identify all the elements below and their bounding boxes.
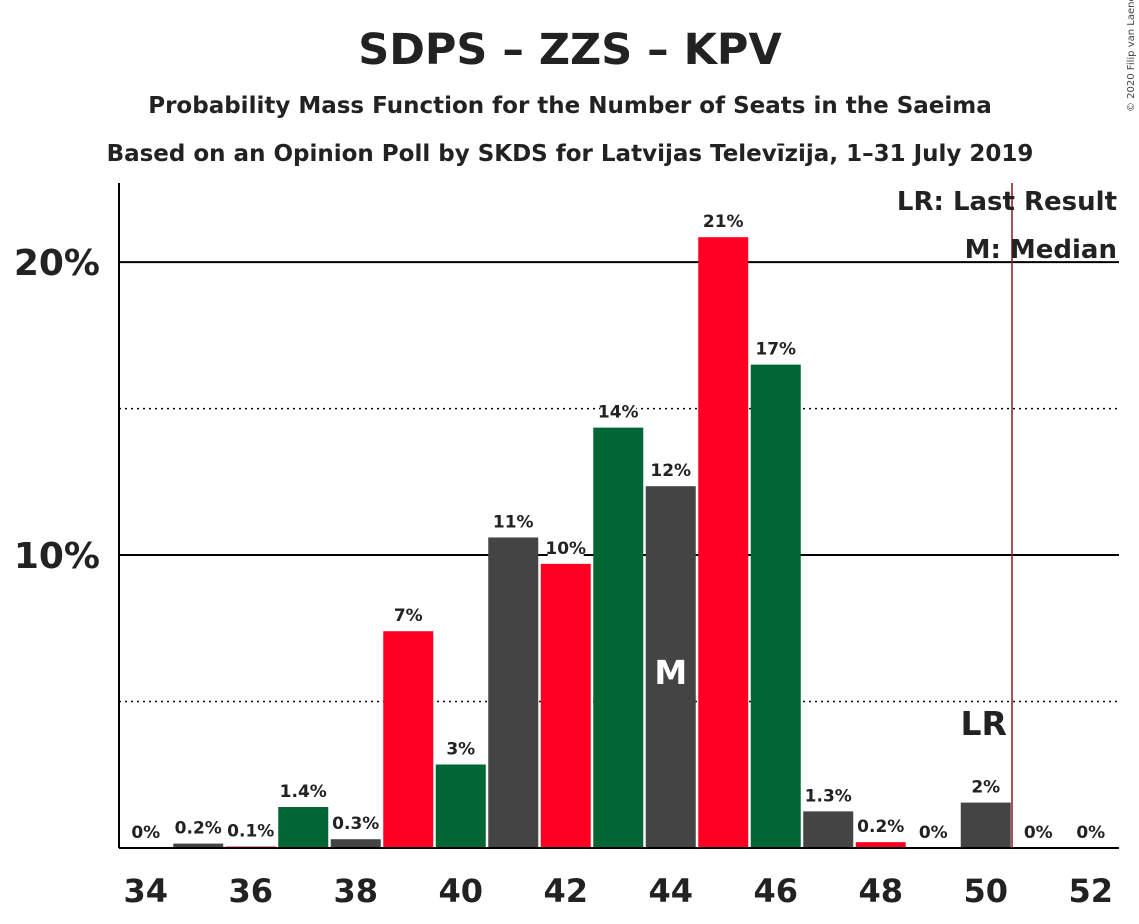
- value-label-51: 0%: [1024, 823, 1053, 843]
- value-label-38: 0.3%: [332, 814, 379, 834]
- y-tick-label: 10%: [14, 536, 100, 577]
- value-labels-group: 0% 0.2% 0.1%1.4%0.3%7%3%11%10%14%12%M21%17…: [131, 209, 1105, 843]
- chart-subtitle-1: Probability Mass Function for the Number…: [148, 93, 992, 119]
- value-label-35: 0.2%: [175, 819, 222, 839]
- bar-48: [855, 842, 906, 848]
- value-label-background: [652, 458, 689, 483]
- x-tick-label: 48: [858, 872, 903, 910]
- bar-43: [593, 427, 644, 848]
- bars-group: [173, 237, 1011, 848]
- y-tick-label: 20%: [14, 243, 100, 284]
- value-label-background: [600, 399, 637, 424]
- value-label-39: 7%: [394, 606, 423, 626]
- chart-title: SDPS – ZZS – KPV: [358, 25, 782, 75]
- value-label-34: 0%: [131, 823, 160, 843]
- value-label-42: 10%: [545, 539, 586, 559]
- axes-group: 10% 20% 34 36 38 40 42 44 46 48 50 52 LR: [14, 183, 1119, 910]
- bar-41: [488, 537, 539, 848]
- value-label-background: [757, 336, 794, 361]
- bar-44: [645, 486, 696, 848]
- value-label-40: 3%: [446, 740, 475, 760]
- bar-42: [540, 563, 591, 848]
- bar-50: [960, 802, 1011, 848]
- value-label-48: 0.2%: [857, 817, 904, 837]
- value-label-46: 17%: [755, 340, 796, 360]
- value-label-49: 0%: [919, 823, 948, 843]
- value-label-36: 0.1%: [227, 822, 274, 842]
- value-label-44: 12%: [650, 461, 691, 481]
- chart-subtitle-2: Based on an Opinion Poll by SKDS for Lat…: [107, 141, 1034, 167]
- x-tick-label: 50: [963, 872, 1008, 910]
- value-label-50: 2%: [971, 778, 1000, 798]
- legend-median: M: Median: [965, 235, 1117, 265]
- x-tick-label: 36: [228, 872, 273, 910]
- bar-40: [435, 764, 486, 848]
- x-tick-label: 52: [1068, 872, 1113, 910]
- bar-47: [803, 811, 854, 848]
- copyright-text: © 2020 Filip van Laenen: [1126, 0, 1137, 112]
- bar-37: [278, 806, 329, 848]
- bar-39: [383, 631, 434, 848]
- value-label-47: 1.3%: [805, 786, 852, 806]
- x-tick-label: 40: [438, 872, 483, 910]
- value-label-background: [547, 535, 584, 560]
- bar-45: [698, 237, 749, 848]
- value-label-41: 11%: [493, 512, 534, 532]
- value-label-background: [395, 603, 422, 628]
- x-tick-label: 44: [648, 872, 693, 910]
- value-label-background: [705, 209, 742, 234]
- bar-35: [173, 843, 224, 848]
- legend-last-result: LR: Last Result: [897, 187, 1117, 217]
- x-tick-label: 38: [333, 872, 378, 910]
- value-label-45: 21%: [703, 212, 744, 232]
- bar-38: [330, 839, 381, 848]
- x-tick-label: 46: [753, 872, 798, 910]
- bar-46: [750, 364, 801, 848]
- x-tick-label: 34: [123, 872, 168, 910]
- value-label-background: [495, 509, 532, 534]
- median-marker: M: [654, 653, 687, 692]
- last-result-marker: LR: [961, 704, 1007, 743]
- value-label-52: 0%: [1076, 823, 1105, 843]
- x-tick-label: 42: [543, 872, 588, 910]
- value-label-43: 14%: [598, 403, 639, 423]
- value-label-37: 1.4%: [280, 782, 327, 802]
